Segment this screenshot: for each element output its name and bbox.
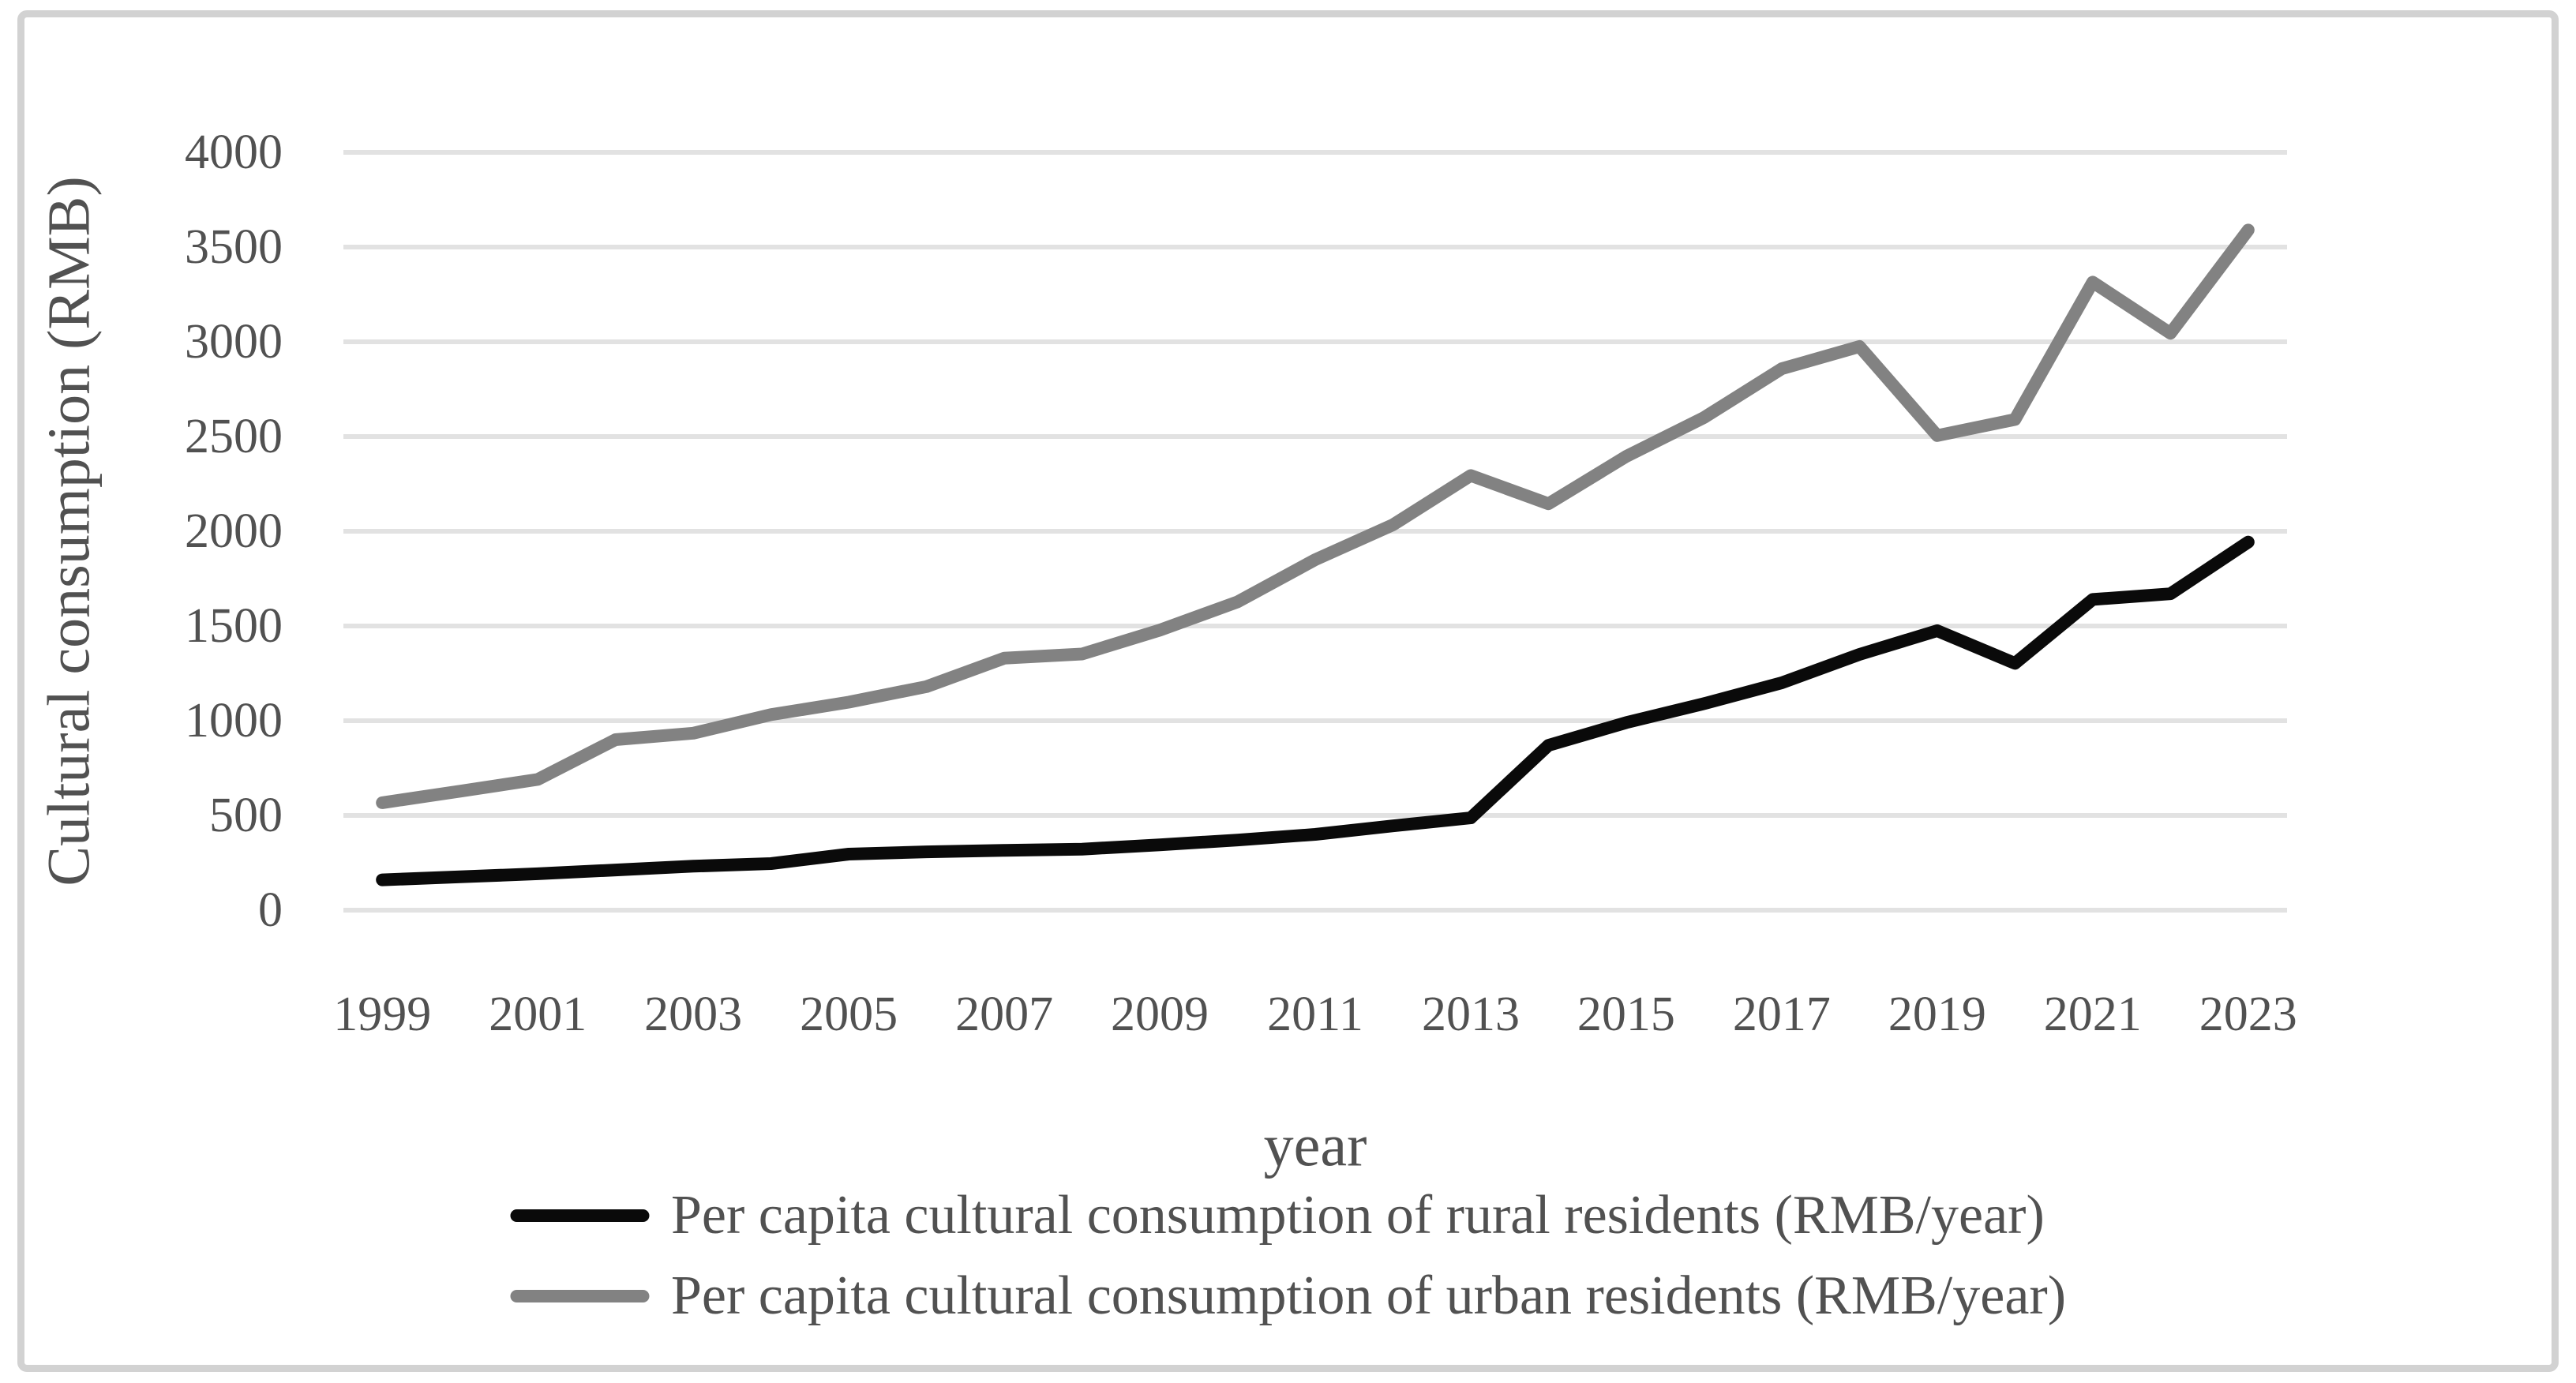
gridline-2500 <box>343 434 2287 439</box>
y-tick-label-2000: 2000 <box>185 504 283 558</box>
legend: Per capita cultural consumption of rural… <box>509 1182 2067 1329</box>
x-axis-title: year <box>1263 1112 1367 1179</box>
x-tick-label-2007: 2007 <box>955 988 1054 1041</box>
x-tick-label-2003: 2003 <box>644 988 743 1041</box>
x-tick-label-2011: 2011 <box>1267 988 1363 1041</box>
x-tick-label-2013: 2013 <box>1421 988 1520 1041</box>
y-tick-label-3500: 3500 <box>185 220 283 274</box>
gridline-1000 <box>343 718 2287 723</box>
y-tick-label-500: 500 <box>209 789 283 842</box>
urban-series-line <box>376 223 2255 809</box>
legend-item-urban: Per capita cultural consumption of urban… <box>509 1263 2067 1329</box>
x-tick-label-1999: 1999 <box>333 988 432 1041</box>
plot-area <box>376 223 2255 886</box>
x-tick-label-2001: 2001 <box>489 988 587 1041</box>
gridline-2000 <box>343 529 2287 534</box>
gridline-4000 <box>343 150 2287 155</box>
y-tick-label-4000: 4000 <box>185 126 283 179</box>
x-tick-label-2005: 2005 <box>800 988 898 1041</box>
urban-line-swatch <box>509 1290 649 1302</box>
legend-label-urban: Per capita cultural consumption of urban… <box>670 1265 2067 1326</box>
gridline-3500 <box>343 245 2287 249</box>
x-tick-label-2017: 2017 <box>1732 988 1831 1041</box>
gridline-500 <box>343 813 2287 818</box>
gridline-1500 <box>343 624 2287 628</box>
y-tick-label-1500: 1500 <box>185 599 283 653</box>
legend-item-rural: Per capita cultural consumption of rural… <box>509 1182 2066 1249</box>
y-tick-label-0: 0 <box>258 883 283 937</box>
rural-line-swatch <box>509 1209 649 1222</box>
legend-label-rural: Per capita cultural consumption of rural… <box>670 1185 2045 1246</box>
y-tick-label-2500: 2500 <box>185 410 283 463</box>
y-tick-label-1000: 1000 <box>185 694 283 748</box>
gridline-3000 <box>343 339 2287 344</box>
x-tick-label-2021: 2021 <box>2043 988 2142 1041</box>
y-axis-title: Cultural consumption (RMB) <box>36 176 103 886</box>
x-tick-label-2019: 2019 <box>1888 988 1986 1041</box>
y-tick-label-3000: 3000 <box>185 315 283 369</box>
rural-series-line <box>376 535 2255 886</box>
x-tick-label-2009: 2009 <box>1111 988 1209 1041</box>
gridline-0 <box>343 908 2287 913</box>
x-tick-label-2015: 2015 <box>1577 988 1675 1041</box>
x-tick-label-2023: 2023 <box>2199 988 2297 1041</box>
